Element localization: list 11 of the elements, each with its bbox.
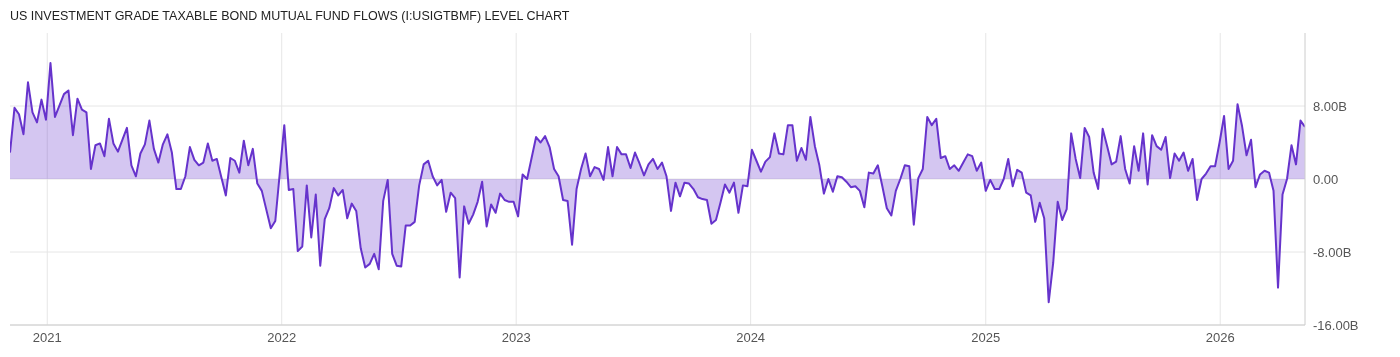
y-tick-label: -8.00B xyxy=(1313,244,1352,260)
y-tick-label: 8.00B xyxy=(1313,98,1347,114)
y-tick-label: -16.00B xyxy=(1313,317,1359,333)
x-tick-label: 2026 xyxy=(1205,330,1235,346)
x-tick-label: 2022 xyxy=(267,330,297,346)
x-tick-label: 2024 xyxy=(736,330,766,346)
y-tick-label: 0.00 xyxy=(1313,171,1339,187)
chart-title: US INVESTMENT GRADE TAXABLE BOND MUTUAL FUND FLOWS (I:USIGTBMF) LEVEL CHART xyxy=(9,8,571,25)
x-tick-label: 2023 xyxy=(501,330,531,346)
x-tick-label: 2021 xyxy=(32,330,62,346)
x-tick-label: 2025 xyxy=(971,330,1001,346)
